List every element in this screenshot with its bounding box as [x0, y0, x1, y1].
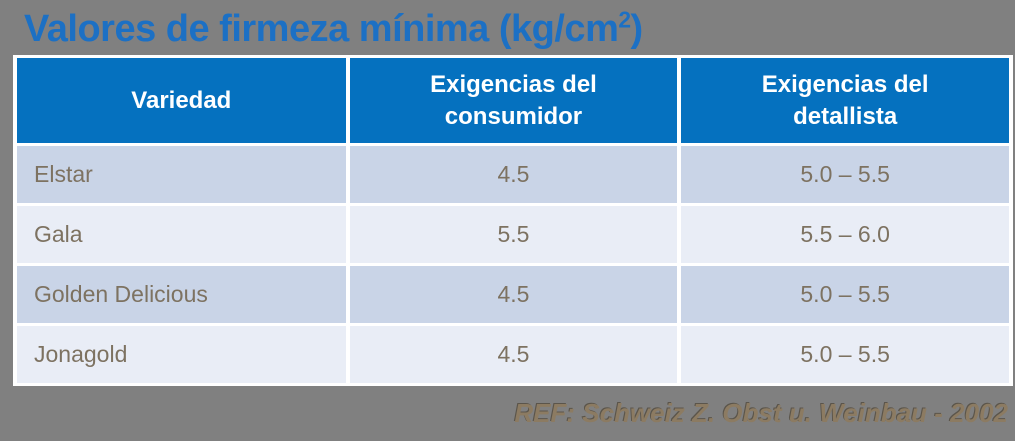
detallista-value-cell: 5.0 – 5.5	[681, 326, 1009, 383]
consumidor-value-cell: 5.5	[349, 206, 678, 263]
slide-title-text: Valores de firmeza mínima (kg/cm	[24, 8, 619, 50]
variety-cell: Gala	[17, 206, 346, 263]
slide-title: Valores de firmeza mínima (kg/cm2)	[24, 8, 643, 51]
column-header-detallista: Exigencias del detallista	[681, 58, 1009, 143]
column-header-variedad: Variedad	[17, 58, 346, 143]
table-header-row: Variedad Exigencias del consumidor Exige…	[17, 58, 1009, 143]
table-row-golden-delicious: Golden Delicious 4.5 5.0 – 5.5	[17, 266, 1009, 323]
title-superscript: 2	[618, 6, 631, 33]
table-row-gala: Gala 5.5 5.5 – 6.0	[17, 206, 1009, 263]
table-row-elstar: Elstar 4.5 5.0 – 5.5	[17, 146, 1009, 203]
consumidor-value-cell: 4.5	[349, 266, 678, 323]
firmness-table: Variedad Exigencias del consumidor Exige…	[13, 55, 1013, 386]
table-row-jonagold: Jonagold 4.5 5.0 – 5.5	[17, 326, 1009, 383]
variety-cell: Jonagold	[17, 326, 346, 383]
slide-title-suffix: )	[630, 8, 644, 50]
reference-text: REF: Schweiz Z. Obst u. Weinbau - 2002	[514, 398, 1008, 428]
detallista-value-cell: 5.0 – 5.5	[681, 146, 1009, 203]
detallista-value-cell: 5.0 – 5.5	[681, 266, 1009, 323]
column-header-consumidor: Exigencias del consumidor	[349, 58, 678, 143]
consumidor-value-cell: 4.5	[349, 326, 678, 383]
consumidor-value-cell: 4.5	[349, 146, 678, 203]
detallista-value-cell: 5.5 – 6.0	[681, 206, 1009, 263]
variety-cell: Elstar	[17, 146, 346, 203]
variety-cell: Golden Delicious	[17, 266, 346, 323]
